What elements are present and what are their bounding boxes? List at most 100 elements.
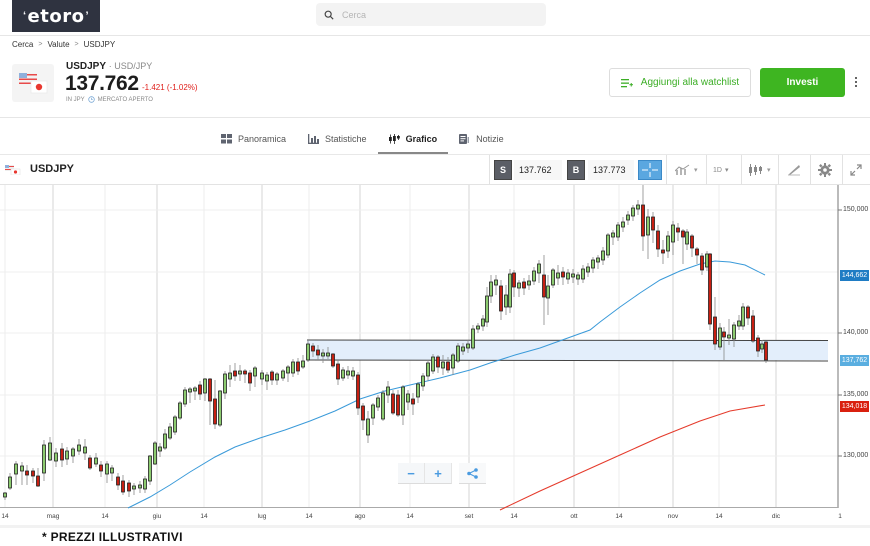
x-axis-label: nov [667, 513, 679, 520]
y-axis-label: 150,000 [843, 206, 869, 213]
x-axis-label: giu [152, 513, 162, 520]
instrument-price: 137.762 [65, 72, 139, 95]
breadcrumb-usdjpy: USDJPY [83, 40, 116, 49]
drawing-tools-button[interactable] [787, 161, 801, 179]
invest-button[interactable]: Investi [760, 68, 845, 97]
add-list-icon [620, 78, 633, 87]
price-chart[interactable]: 150,000 144,662 140,000 137,762 135,000 … [0, 185, 870, 525]
search-icon [324, 10, 334, 20]
x-axis-label: 14 [406, 513, 414, 520]
x-axis-label: 14 [615, 513, 623, 520]
settings-button[interactable] [818, 161, 832, 179]
y-axis-label: 140,000 [843, 329, 869, 336]
x-axis-label: 14 [715, 513, 723, 520]
tab-notizie[interactable]: Notizie [448, 124, 515, 153]
candlestick-icon [749, 164, 762, 176]
x-axis-label: 14 [101, 513, 109, 520]
x-axis-label: mag [46, 513, 60, 520]
instrument-pair: USD/JPY [114, 61, 153, 71]
chevron-right-icon: > [74, 41, 79, 48]
gear-icon [818, 163, 832, 177]
toolbar-divider [842, 155, 843, 185]
search-box[interactable] [316, 3, 546, 26]
candlestick-icon [388, 133, 400, 144]
y-axis-label: 130,000 [843, 452, 869, 459]
x-axis-label: set [464, 513, 474, 520]
logo-text: eToro [27, 5, 85, 27]
blue-ma-value-badge: 144,662 [840, 270, 869, 281]
tab-statistiche[interactable]: Statistiche [297, 124, 378, 153]
breadcrumb-cerca[interactable]: Cerca [12, 40, 34, 49]
share-button[interactable] [459, 463, 486, 484]
more-options-icon[interactable] [852, 72, 860, 92]
market-status: MERCATO APERTO [97, 96, 153, 103]
clock-icon [87, 96, 95, 103]
x-axis-label: ago [354, 513, 366, 520]
y-axis-label: 135,000 [843, 391, 869, 398]
x-axis-label: lug [257, 513, 267, 520]
toolbar-divider [666, 155, 667, 185]
breadcrumb: Cerca > Valute > USDJPY [12, 40, 115, 49]
bar-stats-icon [308, 133, 320, 144]
x-axis-label: 14 [1, 513, 9, 520]
indicators-icon [675, 164, 690, 175]
zoom-out-button[interactable]: − [398, 463, 425, 484]
share-icon [467, 467, 478, 479]
red-ma-value-badge: 134,018 [840, 401, 869, 412]
breadcrumb-valute[interactable]: Valute [47, 40, 70, 49]
toolbar-divider [706, 155, 707, 185]
illustrative-prices-disclaimer: * PREZZI ILLUSTRATIVI [42, 530, 183, 544]
tab-label: Grafico [405, 133, 438, 144]
interval-dropdown[interactable]: 1D ▾ [713, 161, 728, 179]
chevron-down-icon: ▾ [694, 167, 698, 174]
news-icon [459, 133, 470, 144]
instrument-flag-icon [12, 64, 54, 102]
instrument-meta: IN JPY MERCATO APERTO [66, 96, 153, 103]
sell-badge[interactable]: S [494, 160, 512, 180]
x-axis-label: dic [771, 513, 781, 520]
etoro-logo[interactable]: ‘eToro’ [12, 0, 100, 32]
expand-icon [850, 164, 862, 176]
fullscreen-button[interactable] [850, 161, 862, 179]
chart-zoom-controls: − + [398, 463, 452, 484]
search-input[interactable] [342, 9, 532, 20]
x-axis-label: 1 [838, 513, 842, 520]
drawing-icon [788, 165, 800, 176]
chevron-right-icon: > [38, 41, 43, 48]
grid-icon [221, 133, 232, 143]
watchlist-label: Aggiungi alla watchlist [640, 77, 740, 88]
title-separator: · [108, 61, 115, 71]
instrument-change: -1.421 (-1.02%) [142, 83, 198, 92]
x-axis-label: 14 [200, 513, 208, 520]
tab-grafico[interactable]: Grafico [377, 124, 449, 154]
toolbar-divider [810, 155, 811, 185]
chevron-down-icon: ▾ [767, 167, 771, 174]
toolbar-divider [778, 155, 779, 185]
last-price-badge: 137,762 [840, 355, 869, 366]
instrument-tabs: Panoramica Statistiche Grafico Notizie [210, 124, 515, 154]
top-bar: ‘eToro’ [0, 0, 870, 36]
tab-label: Notizie [476, 133, 504, 144]
crosshair-icon[interactable] [638, 160, 662, 180]
chart-toolbar: USDJPY S 137.762 B 137.773 ▾ 1D ▾ ▾ [0, 154, 870, 185]
buy-price[interactable]: 137.773 [588, 160, 634, 180]
buy-badge[interactable]: B [567, 160, 585, 180]
header-divider [0, 117, 870, 118]
chart-canvas[interactable] [0, 185, 870, 525]
tab-panoramica[interactable]: Panoramica [210, 124, 297, 153]
chart-type-button[interactable]: ▾ [748, 161, 771, 179]
chart-bottom-scrollbar[interactable] [0, 525, 870, 528]
x-axis-label: ott [570, 513, 578, 520]
instrument-symbol: USDJPY [66, 61, 107, 72]
currency-label: IN JPY [66, 96, 85, 103]
toolbar-divider [489, 155, 490, 185]
add-to-watchlist-button[interactable]: Aggiungi alla watchlist [609, 68, 751, 97]
x-axis-label: 14 [305, 513, 313, 520]
sell-price[interactable]: 137.762 [514, 160, 562, 180]
chart-symbol: USDJPY [30, 163, 75, 175]
tab-label: Statistiche [325, 133, 367, 144]
indicators-button[interactable]: ▾ [675, 161, 698, 179]
zoom-in-button[interactable]: + [425, 463, 452, 484]
interval-label: 1D [713, 166, 722, 174]
chevron-down-icon: ▾ [724, 167, 729, 174]
